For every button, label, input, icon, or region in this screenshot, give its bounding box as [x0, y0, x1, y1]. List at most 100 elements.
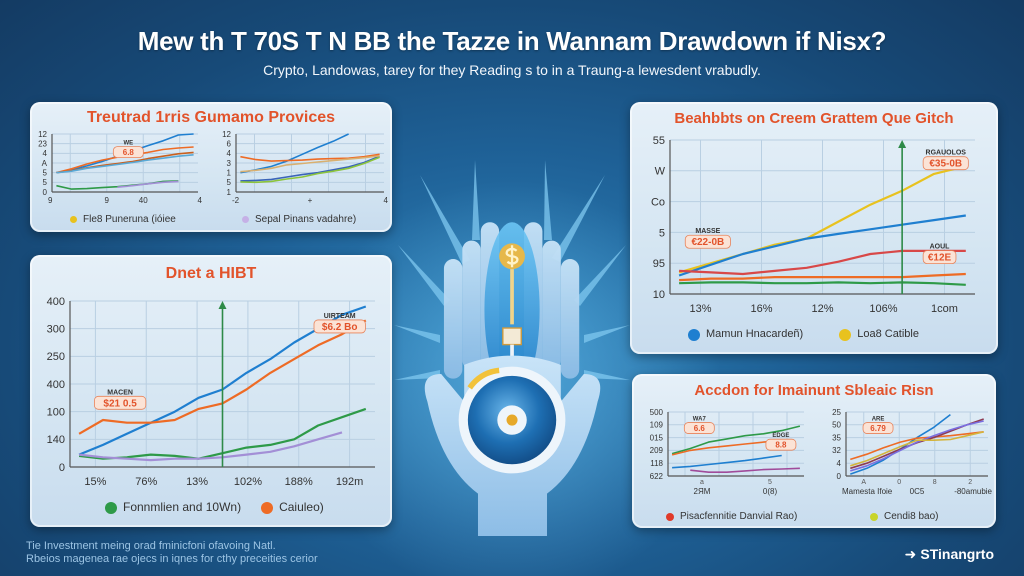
panel-title: Treutrad 1rris Gumamo Provices [86, 109, 336, 126]
annotation-caption: AOUL [930, 244, 951, 251]
y-tick-label: 400 [47, 296, 65, 308]
value-annotation: AOUL €12E [922, 244, 957, 265]
x-tick-label: 106% [869, 303, 897, 315]
x-tick-label: 188% [285, 476, 313, 488]
legend-label: Caiuleo) [279, 500, 324, 514]
annotation-box [684, 234, 731, 249]
chart-tr: 10 95 5 Co W 55 13% 16% 12% 106% 1com MASSE €22-0B RG… [651, 135, 975, 315]
hands-holding-coin-dollar-icon [424, 222, 601, 536]
annotation-box [765, 438, 797, 451]
x-tick-label: 4 [198, 196, 203, 205]
annotation-box [922, 156, 969, 171]
y-tick-label: 250 [47, 351, 65, 363]
marker-arrow-icon [898, 140, 907, 148]
legend-tc: Sepal Pinans vadahre) [242, 213, 356, 226]
annotation-value: 6.6 [694, 424, 706, 433]
y-tick-label: 32 [832, 446, 841, 455]
page-subtitle: Crypto, Landowas, tarey for they Reading… [263, 62, 761, 78]
x-tick-label: 0C5 [910, 487, 925, 496]
legend-dot [666, 512, 674, 521]
legend-label: Cendi8 bao) [884, 511, 939, 522]
annotation-value: $21 0.5 [103, 398, 137, 409]
x-tick-label: 9 [105, 196, 110, 205]
legend-dot [105, 501, 117, 514]
panel-title: Dnet a HIBT [165, 265, 257, 282]
annotation-value: 8.8 [775, 441, 787, 450]
brand-name: STinangrto [920, 546, 994, 562]
chart-br2: 0 4 32 35 50 25 A 0 8 2 Mamesta Ifoie 0C5 -80amubie A… [832, 408, 992, 496]
panel-bottom-right: Accdon for Imainunt Sbleaic Risn 622 118 2… [632, 374, 996, 528]
legend-br1: Pisacfennitie Danvial Rao) [666, 510, 797, 523]
x-tick-label: 4 [384, 196, 389, 205]
y-tick-label: Co [651, 196, 665, 208]
value-annotation: MACEN $21 0.5 [94, 389, 147, 410]
page-title: Mew th T 70S T N BB the Tazze in Wannam … [137, 26, 887, 56]
legend-tl: Fle8 Puneruna (ióiee [70, 213, 176, 226]
y-tick-label: 1 [227, 188, 232, 197]
series-line-teal [56, 154, 194, 174]
footer-note: Tie Investment meing orad fminicfoni ofa… [26, 540, 318, 566]
x-tick-label: -80amubie [954, 487, 992, 496]
legend-label: Mamun Hnacardeñ) [706, 328, 804, 340]
annotation-caption: WE [123, 141, 133, 147]
y-tick-label: A [42, 159, 48, 168]
x-tick-label: 2ЯM [694, 487, 711, 496]
y-tick-label: 4 [43, 149, 48, 158]
y-tick-label: 4 [837, 459, 842, 468]
series-line-navy [240, 155, 380, 182]
legend-dot [839, 328, 852, 341]
y-tick-label: 5 [659, 227, 665, 239]
x-tick-mark: A [861, 479, 866, 486]
footer-note-line: Tie Investment meing orad fminicfoni ofa… [26, 540, 276, 552]
annotation-caption: EDGE [772, 433, 789, 439]
value-annotation: WE6.8 [112, 141, 144, 159]
series-line-tan [240, 155, 380, 173]
annotation-caption: ARE [872, 417, 885, 423]
value-annotation: MASSE €22-0B [684, 228, 731, 249]
y-tick-label: 5 [227, 178, 232, 187]
legend-tr: Mamun Hnacardeñ) Loa8 Catible [688, 328, 919, 341]
y-tick-label: 10 [653, 289, 665, 301]
y-tick-label: 95 [653, 258, 665, 270]
legend-label: Pisacfennitie Danvial Rao) [680, 511, 798, 522]
x-tick-label: + [308, 196, 313, 205]
series-line-blue [678, 214, 966, 277]
chart-bl: 0 140 100 400 250 300 400 15% 76% 13% 102% 188% 192m… [47, 296, 375, 488]
y-tick-label: 109 [650, 421, 664, 430]
x-tick-label: 76% [135, 476, 157, 488]
annotation-box [862, 422, 894, 434]
y-tick-label: 100 [47, 407, 65, 419]
x-tick-label: 16% [750, 303, 772, 315]
x-tick-label: 40 [139, 196, 148, 205]
y-tick-label: 015 [650, 433, 664, 442]
x-tick-label: 192m [336, 476, 364, 488]
annotation-caption: WA7 [693, 417, 707, 423]
annotation-value: €35-0B [929, 159, 962, 170]
x-tick-label: 1com [931, 303, 958, 315]
x-tick-mark: 2 [968, 479, 972, 486]
series-line-purple [78, 431, 343, 462]
y-tick-label: 500 [650, 408, 664, 417]
y-tick-label: 622 [650, 472, 664, 481]
x-tick-label: 9 [48, 196, 53, 205]
legend-label: Loa8 Catible [857, 328, 919, 340]
series-line-orange [850, 431, 984, 461]
legend-dot [70, 216, 77, 223]
panel-top-right: Beahbbts on Creem Grattem Que Gitch 10 95… [630, 102, 998, 354]
annotation-value: 6.79 [870, 424, 886, 433]
x-tick-mark: 0 [897, 479, 901, 486]
y-tick-label: 300 [47, 324, 65, 336]
y-tick-label: 50 [832, 421, 841, 430]
annotation-caption: RGAUOLOS [926, 150, 967, 157]
x-tick-label: 102% [234, 476, 262, 488]
x-tick-label: 13% [186, 476, 208, 488]
legend-label: Fle8 Puneruna (ióiee [83, 214, 176, 225]
series-line-green [679, 281, 966, 286]
y-tick-label: 35 [832, 433, 841, 442]
x-tick-label: 12% [811, 303, 833, 315]
legend-dot [261, 501, 274, 514]
x-tick-mark: 8 [933, 479, 937, 486]
